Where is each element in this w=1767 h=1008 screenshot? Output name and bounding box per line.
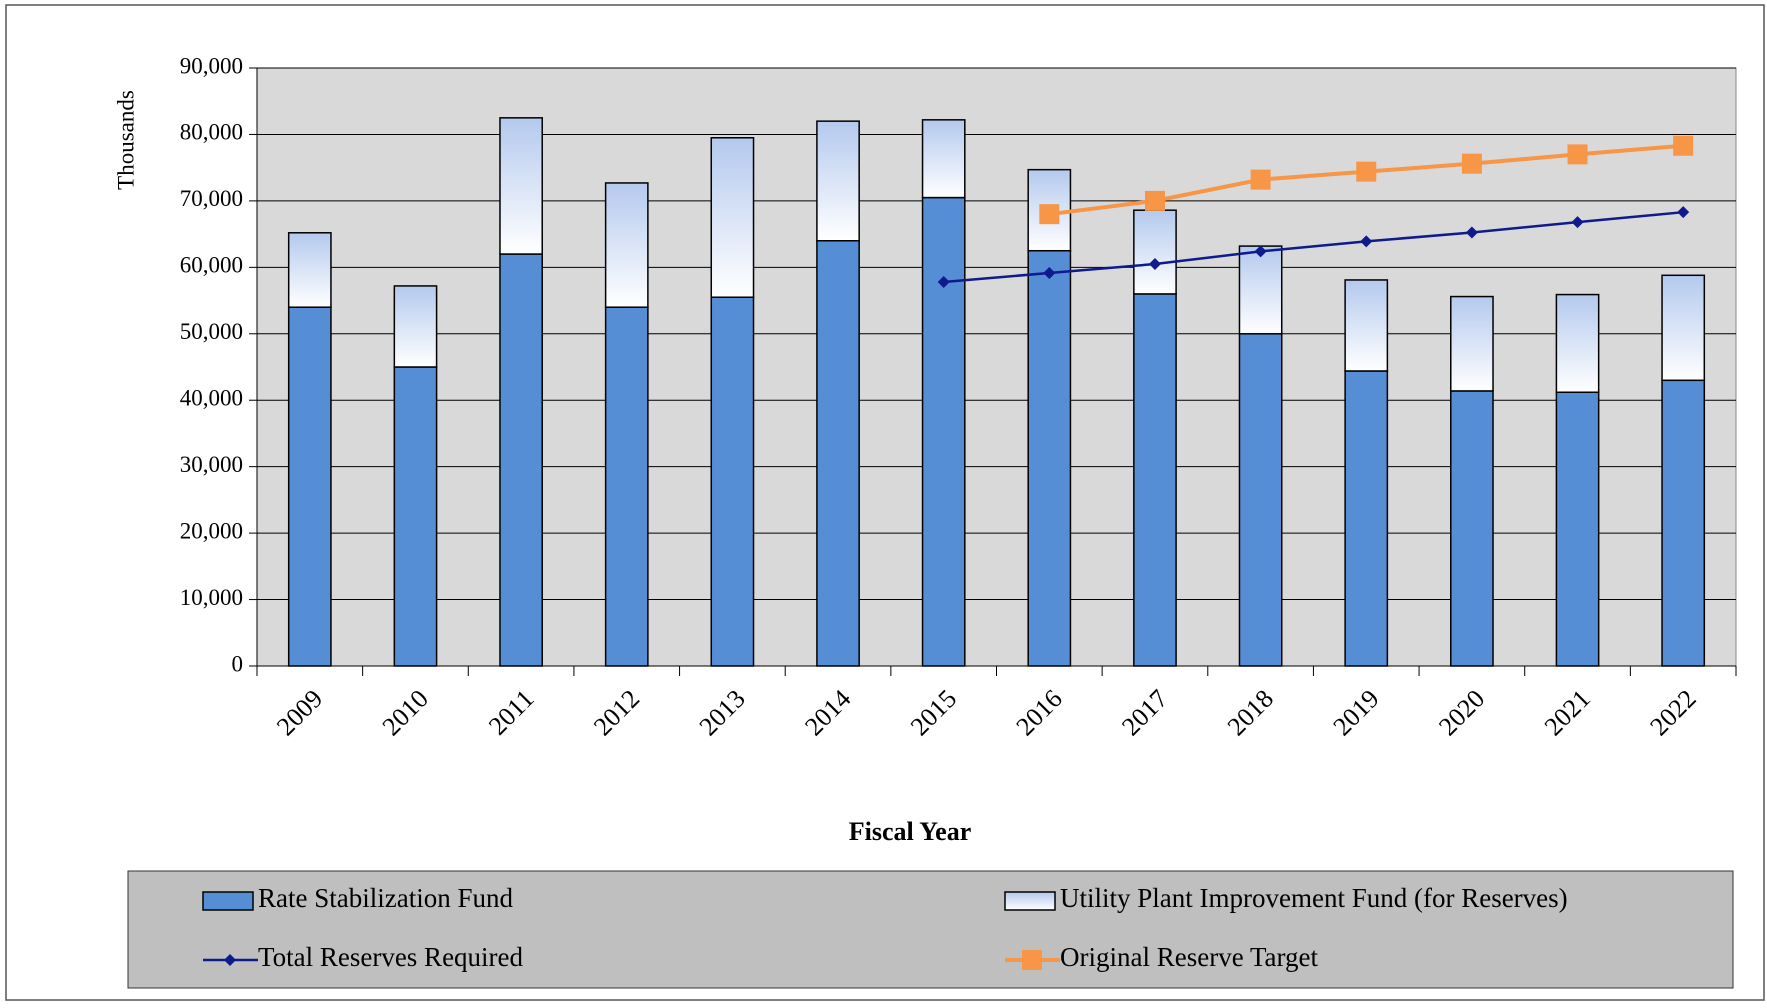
marker <box>1254 245 1267 258</box>
y-tick-label: 70,000 <box>180 186 243 211</box>
x-axis-title: Fiscal Year <box>849 817 972 846</box>
legend <box>127 870 1734 989</box>
legend-label: Total Reserves Required <box>258 942 524 972</box>
bar <box>1133 293 1177 667</box>
bar <box>1344 370 1389 667</box>
y-tick-label: 10,000 <box>180 585 243 610</box>
y-tick-label: 60,000 <box>180 253 243 278</box>
bar <box>393 285 438 368</box>
bar <box>1661 274 1706 382</box>
y-tick-label: 0 <box>232 651 244 676</box>
bar <box>710 296 755 667</box>
marker <box>937 275 950 288</box>
y-tick-label: 90,000 <box>180 53 243 78</box>
bar <box>1133 209 1177 295</box>
marker <box>1039 204 1060 225</box>
marker <box>224 954 236 966</box>
bar <box>1555 391 1600 667</box>
bar <box>1661 379 1706 667</box>
bar <box>1450 295 1494 392</box>
marker <box>1461 153 1482 174</box>
marker <box>1567 144 1588 165</box>
bar <box>393 366 438 667</box>
bar <box>1344 279 1389 372</box>
bar <box>1450 390 1494 667</box>
bar <box>604 182 649 308</box>
marker <box>1356 161 1377 182</box>
bar <box>710 137 755 298</box>
y-tick-label: 50,000 <box>180 319 243 344</box>
marker <box>1043 266 1056 279</box>
bar <box>499 253 543 667</box>
marker <box>1571 216 1584 229</box>
bar <box>499 117 543 255</box>
bar <box>1555 293 1600 393</box>
bar <box>287 306 332 667</box>
y-tick-label: 30,000 <box>180 452 243 477</box>
bar <box>816 240 860 667</box>
line <box>943 210 1684 284</box>
y-axis-title: Thousands <box>113 90 138 190</box>
bar <box>1238 245 1283 335</box>
legend-swatch <box>202 891 254 911</box>
marker <box>1148 258 1161 271</box>
marker <box>1360 235 1373 248</box>
plot-area <box>256 67 1737 667</box>
bar <box>604 306 649 667</box>
legend-label: Original Reserve Target <box>1060 942 1319 972</box>
legend-label: Utility Plant Improvement Fund (for Rese… <box>1060 883 1568 913</box>
bar <box>921 196 966 667</box>
y-tick-label: 80,000 <box>180 120 243 145</box>
bar <box>287 232 332 308</box>
marker <box>1677 206 1690 219</box>
marker <box>1250 169 1271 190</box>
marker <box>1022 950 1042 970</box>
y-tick-label: 40,000 <box>180 386 243 411</box>
marker <box>1673 135 1694 156</box>
marker <box>1465 226 1478 239</box>
bar <box>1238 333 1283 667</box>
bar <box>816 120 860 242</box>
bar <box>1027 249 1072 667</box>
marker <box>1144 190 1165 211</box>
legend-swatch <box>1004 891 1056 911</box>
legend-label: Rate Stabilization Fund <box>258 883 513 913</box>
bar <box>921 119 966 199</box>
y-tick-label: 20,000 <box>180 518 243 543</box>
